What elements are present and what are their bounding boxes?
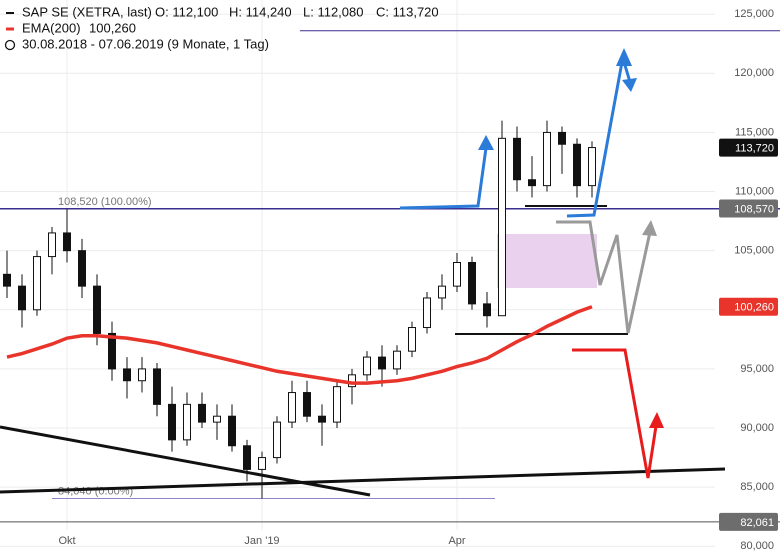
fib-label: 108,520 (100.00%) bbox=[58, 196, 152, 208]
legend-label: EMA(200) bbox=[22, 20, 81, 35]
y-tick-label: 90,000 bbox=[740, 422, 774, 434]
candle-body bbox=[303, 392, 311, 417]
candle-body bbox=[168, 403, 176, 441]
quote: O: 112,100 bbox=[155, 4, 218, 19]
price-tag-label: 113,720 bbox=[735, 142, 774, 154]
price-tag bbox=[719, 297, 778, 316]
candle-body bbox=[363, 356, 371, 376]
candle-body bbox=[183, 403, 191, 441]
candle-body bbox=[138, 368, 146, 382]
candle-body bbox=[423, 297, 431, 329]
quote: H: 114,240 bbox=[229, 4, 292, 19]
candle-body bbox=[93, 285, 101, 334]
candle-body bbox=[438, 285, 446, 299]
price-tag-label: 108,570 bbox=[734, 203, 774, 215]
candle-body bbox=[213, 415, 221, 423]
x-tick-label: Okt bbox=[58, 535, 75, 547]
candle-body bbox=[468, 261, 476, 305]
y-tick-label: 105,000 bbox=[734, 245, 774, 257]
candle-body bbox=[243, 445, 251, 470]
candle-body bbox=[573, 143, 581, 187]
candle-body bbox=[513, 137, 521, 181]
price-tag-label: 82,061 bbox=[740, 517, 774, 529]
legend-value: 100,260 bbox=[89, 20, 136, 35]
price-tag-label: 100,260 bbox=[734, 302, 774, 314]
candle-body bbox=[48, 232, 56, 258]
legend: SAP SE (XETRA, last) O: 112,100 H: 114,2… bbox=[4, 4, 439, 51]
quote: L: 112,080 bbox=[303, 4, 363, 19]
y-tick-label: 95,000 bbox=[740, 363, 774, 375]
zone bbox=[497, 234, 597, 288]
candle-body bbox=[393, 350, 401, 370]
arrow-head bbox=[622, 78, 637, 92]
blue-arrow bbox=[399, 147, 488, 210]
trend-line bbox=[0, 467, 726, 494]
candle-body bbox=[288, 392, 296, 423]
arrow-head bbox=[478, 135, 494, 150]
candle-body bbox=[18, 285, 26, 311]
candle-body bbox=[543, 131, 551, 187]
candle-body bbox=[378, 356, 386, 370]
y-tick-label: 80,000 bbox=[740, 540, 774, 551]
candle-body bbox=[33, 256, 41, 311]
arrow-head bbox=[649, 412, 664, 428]
candle-body bbox=[588, 147, 596, 187]
y-tick-label: 120,000 bbox=[734, 67, 774, 79]
candle-body bbox=[318, 415, 326, 423]
candle-body bbox=[528, 179, 536, 187]
candle-body bbox=[63, 232, 71, 252]
candle-body bbox=[348, 374, 356, 388]
blue-arrow bbox=[622, 61, 632, 83]
y-tick-label: 110,000 bbox=[735, 185, 774, 197]
y-tick-label: 85,000 bbox=[740, 481, 774, 493]
marks bbox=[3, 120, 596, 499]
date-range: 30.08.2018 - 07.06.2019 (9 Monate, 1 Tag… bbox=[22, 36, 269, 51]
quote: C: 113,720 bbox=[376, 4, 439, 19]
blue-arrow bbox=[566, 61, 624, 218]
price-tag bbox=[719, 138, 778, 157]
candle-body bbox=[153, 368, 161, 405]
candle-body bbox=[228, 415, 236, 447]
candle-body bbox=[333, 386, 341, 423]
arrow-head bbox=[616, 48, 632, 66]
ema-line bbox=[6, 305, 593, 385]
candle-body bbox=[3, 273, 11, 287]
candle-body bbox=[123, 368, 131, 382]
candle-body bbox=[453, 261, 461, 287]
x-tick-label: Jan '19 bbox=[244, 535, 279, 547]
symbol: SAP SE (XETRA, last) bbox=[22, 4, 152, 19]
candle-body bbox=[498, 137, 506, 317]
candle-body bbox=[78, 250, 86, 287]
drawings bbox=[0, 48, 726, 497]
candle-body bbox=[198, 403, 206, 423]
candle-body bbox=[558, 131, 566, 145]
candle-body bbox=[408, 327, 416, 352]
y-tick-label: 125,000 bbox=[734, 8, 774, 20]
gray-arrow bbox=[556, 220, 652, 334]
clock-icon bbox=[4, 39, 16, 51]
x-tick-label: Apr bbox=[448, 535, 465, 547]
candle-body bbox=[273, 421, 281, 459]
candle-body bbox=[483, 303, 491, 317]
candle-body bbox=[258, 457, 266, 470]
red-arrow bbox=[572, 348, 658, 479]
y-tick-label: 115,000 bbox=[735, 126, 774, 138]
arrow-head bbox=[642, 220, 657, 236]
price-tag bbox=[719, 199, 778, 218]
candle-body bbox=[108, 332, 116, 370]
price-tag bbox=[719, 512, 778, 531]
